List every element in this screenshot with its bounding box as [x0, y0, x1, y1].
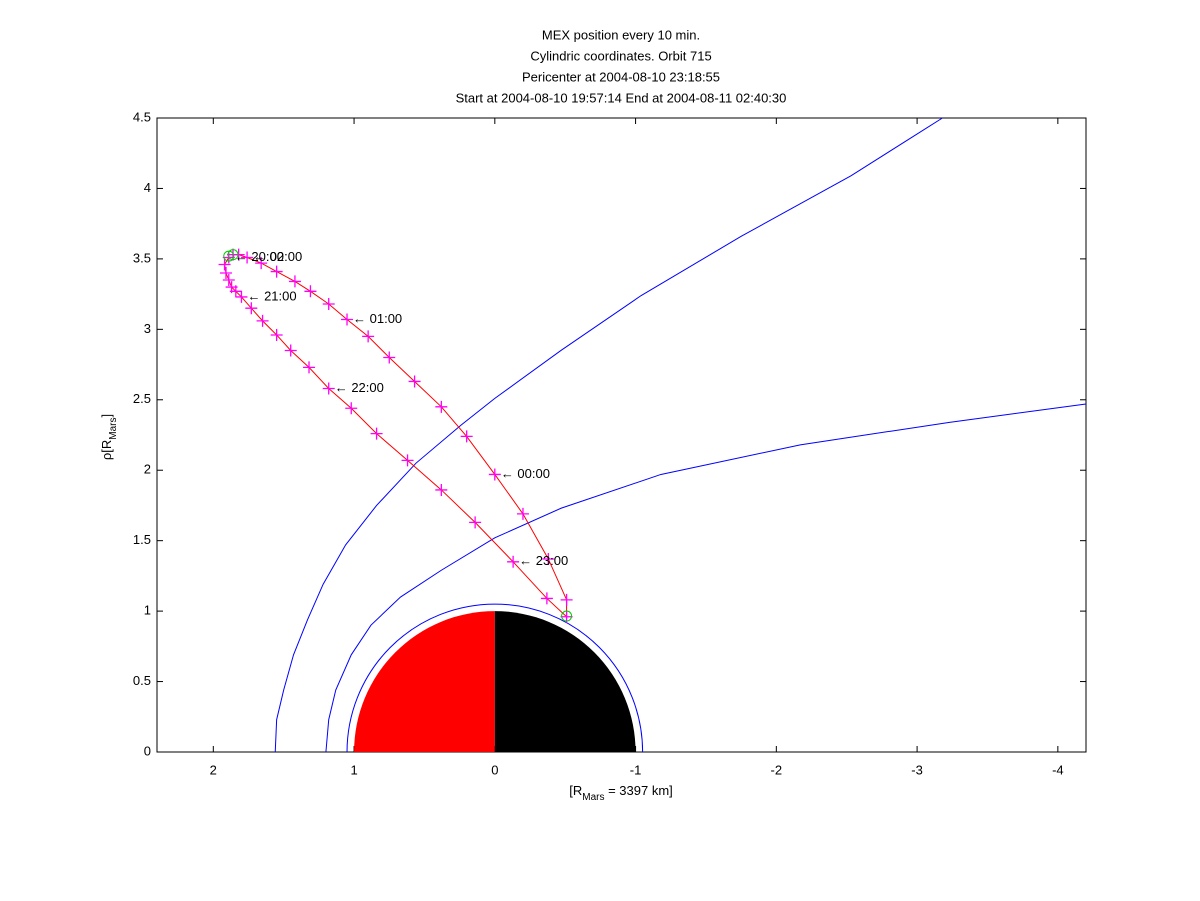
- orbit-marker: [460, 430, 473, 443]
- orbit-marker: [516, 507, 529, 520]
- orbit-marker: [322, 297, 335, 310]
- orbit-marker: [370, 427, 383, 440]
- orbit-marker: [488, 468, 501, 481]
- mars-day: [354, 611, 495, 752]
- y-tick-label: 2.5: [133, 391, 151, 406]
- event-marker: [223, 250, 235, 262]
- mars-night: [494, 611, 636, 752]
- orbit-marker: [219, 266, 232, 279]
- time-label: ← 01:00: [353, 311, 402, 326]
- orbit-marker: [241, 251, 254, 264]
- y-axis-label-rest: ]: [99, 414, 114, 418]
- x-axis-label-sub: Mars: [582, 792, 604, 803]
- event-marker: [227, 249, 239, 261]
- y-tick-label: 0.5: [133, 673, 151, 688]
- orbit-marker: [270, 328, 283, 341]
- orbit-marker: [288, 275, 301, 288]
- y-axis-label-text: ρ[R: [99, 440, 114, 460]
- orbit-marker: [235, 290, 248, 303]
- boundary-line: [325, 403, 1087, 753]
- orbit-marker: [245, 302, 258, 315]
- orbit-marker: [341, 313, 354, 326]
- boundary-line: [274, 117, 943, 753]
- y-axis-label: ρ[RMars]: [99, 414, 118, 460]
- orbit-marker: [229, 285, 242, 298]
- x-tick-label: 1: [350, 762, 357, 777]
- y-tick-label: 4: [144, 180, 151, 195]
- x-tick-label: -3: [911, 762, 923, 777]
- chart-title: MEX position every 10 min.: [542, 27, 700, 42]
- event-marker: [561, 610, 573, 622]
- y-tick-label: 1: [144, 603, 151, 618]
- x-tick-label: 2: [210, 762, 217, 777]
- plot-frame: [156, 117, 1087, 753]
- x-axis-label-text: [R: [569, 783, 582, 798]
- orbit-marker: [256, 314, 269, 327]
- orbit-marker: [304, 285, 317, 298]
- x-axis-label-rest: = 3397 km]: [604, 783, 672, 798]
- orbit-marker: [322, 382, 335, 395]
- chart-subtitle: Pericenter at 2004-08-10 23:18:55: [522, 69, 720, 84]
- x-tick-label: -1: [630, 762, 642, 777]
- orbit-marker: [345, 402, 358, 415]
- time-label: ← 23:00: [519, 553, 568, 568]
- orbit-marker: [542, 552, 555, 565]
- mars-outline: [346, 603, 644, 753]
- orbit-marker: [560, 593, 573, 606]
- orbit-marker: [270, 265, 283, 278]
- orbit-marker: [540, 592, 553, 605]
- time-label: ← 20:00: [235, 249, 284, 264]
- x-tick-label: 0: [491, 762, 498, 777]
- time-label: ← 21:00: [247, 288, 296, 303]
- x-tick-label: -2: [771, 762, 783, 777]
- chart-subtitle: Cylindric coordinates. Orbit 715: [530, 48, 711, 63]
- orbit-marker: [435, 483, 448, 496]
- orbit-marker: [284, 344, 297, 357]
- orbit-marker: [218, 258, 231, 271]
- y-tick-label: 2: [144, 462, 151, 477]
- orbit-marker: [362, 330, 375, 343]
- y-tick-label: 0: [144, 743, 151, 758]
- y-tick-label: 1.5: [133, 532, 151, 547]
- orbit-marker: [435, 400, 448, 413]
- orbit-marker: [507, 555, 520, 568]
- time-label: ← 22:00: [335, 380, 384, 395]
- y-axis-label-sub: Mars: [108, 417, 119, 439]
- x-tick-label: -4: [1052, 762, 1064, 777]
- orbit-marker: [222, 274, 235, 287]
- time-label: ← 00:00: [501, 466, 550, 481]
- orbit-marker: [255, 257, 268, 270]
- orbit-marker: [408, 375, 421, 388]
- y-tick-label: 3: [144, 321, 151, 336]
- y-tick-label: 4.5: [133, 109, 151, 124]
- y-tick-label: 3.5: [133, 250, 151, 265]
- orbit-marker: [303, 361, 316, 374]
- orbit-marker: [401, 454, 414, 467]
- orbit-marker: [383, 351, 396, 364]
- time-label: ← 02:00: [253, 249, 302, 264]
- x-axis-label: [RMars = 3397 km]: [569, 783, 673, 802]
- orbit-marker: [469, 516, 482, 529]
- chart-subtitle: Start at 2004-08-10 19:57:14 End at 2004…: [456, 90, 787, 105]
